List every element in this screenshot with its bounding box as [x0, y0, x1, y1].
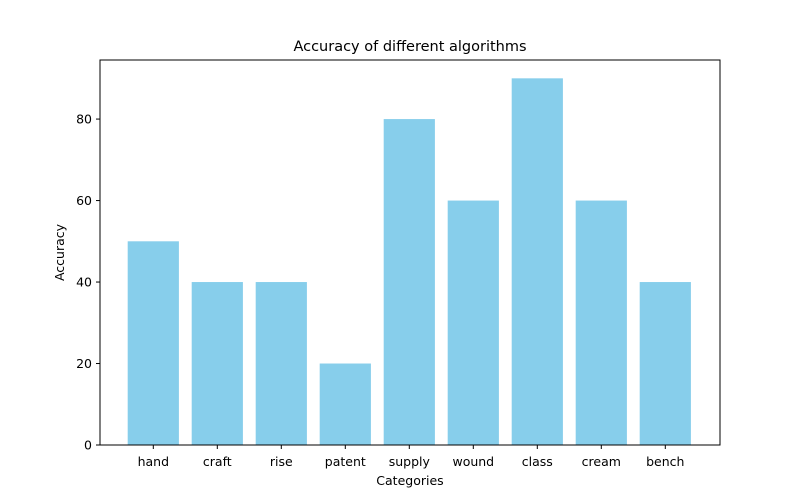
bar-supply: [383, 119, 435, 445]
bar-cream: [575, 200, 627, 445]
x-tick-label: rise: [270, 454, 293, 469]
y-tick-label: 80: [76, 112, 92, 127]
y-tick-label: 40: [76, 275, 92, 290]
y-tick-label: 20: [76, 356, 92, 371]
bar-class: [511, 78, 563, 445]
y-tick-label: 0: [84, 438, 92, 453]
bar-hand: [127, 241, 179, 445]
x-tick-label: class: [522, 454, 553, 469]
x-tick-label: patent: [325, 454, 366, 469]
x-tick-label: supply: [389, 454, 431, 469]
x-tick-label: craft: [203, 454, 232, 469]
y-tick-label: 60: [76, 193, 92, 208]
bar-wound: [447, 200, 499, 445]
x-axis-label: Categories: [376, 473, 443, 488]
x-tick-label: wound: [452, 454, 494, 469]
x-tick-label: cream: [582, 454, 621, 469]
plot-frame: [99, 59, 721, 446]
x-tick-label: hand: [138, 454, 169, 469]
bar-rise: [255, 282, 307, 445]
bar-patent: [319, 363, 371, 445]
y-axis-label: Accuracy: [52, 223, 67, 281]
chart-title: Accuracy of different algorithms: [293, 39, 526, 55]
ticks-group: hand craft rise patent supply wound class cream…: [76, 112, 684, 469]
x-tick-label: bench: [646, 454, 684, 469]
bars-group: [127, 78, 691, 445]
bar-craft: [191, 282, 243, 445]
bar-bench: [639, 282, 691, 445]
